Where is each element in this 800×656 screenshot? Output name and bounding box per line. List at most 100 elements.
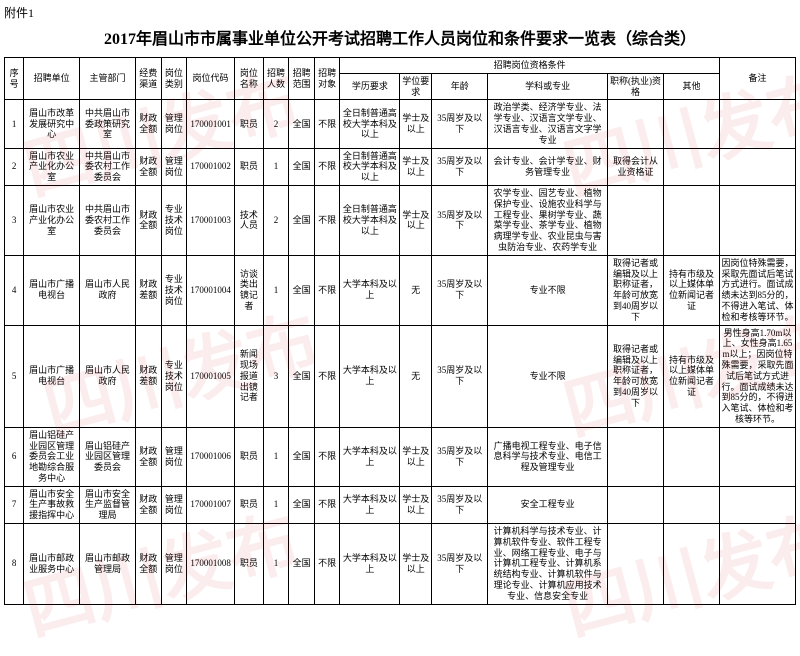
cell-cert — [608, 524, 664, 605]
cell-seq: 2 — [5, 148, 24, 185]
cell-seq: 8 — [5, 524, 24, 605]
cell-edu: 全日制普通高校大学本科及以上 — [340, 185, 400, 255]
cell-count: 1 — [263, 148, 289, 185]
col-major: 学科或专业 — [488, 73, 608, 100]
cell-fund: 财政全额 — [136, 427, 162, 486]
cell-postname: 职员 — [235, 100, 264, 148]
cell-code: 170001007 — [187, 486, 235, 523]
cell-postname: 访谈类出镜记者 — [235, 255, 264, 325]
cell-major: 计算机科学与技术专业、计算机软件专业、软件工程专业、网络工程专业、电子与计算机工… — [488, 524, 608, 605]
cell-remark — [719, 100, 795, 148]
cell-cert: 取得记者或编辑及以上职称证者，年龄可放宽到40周岁以下 — [608, 325, 664, 427]
cell-other — [663, 100, 719, 148]
cell-remark: 男性身高1.70m以上、女性身高1.65m以上；因岗位特殊需要，采取先面试后笔试… — [719, 325, 795, 427]
cell-postcat: 专业技术岗位 — [161, 325, 187, 427]
col-postname: 岗位名称 — [235, 58, 264, 100]
cell-cert: 取得记者或编辑及以上职称证者，年龄可放宽到40周岁以下 — [608, 255, 664, 325]
cell-postname: 职员 — [235, 486, 264, 523]
jobs-table: 序号 招聘单位 主管部门 经费渠道 岗位类别 岗位代码 岗位名称 招聘人数 招聘… — [4, 57, 796, 605]
cell-code: 170001005 — [187, 325, 235, 427]
cell-major: 安全工程专业 — [488, 486, 608, 523]
cell-seq: 7 — [5, 486, 24, 523]
cell-edu: 大学本科及以上 — [340, 486, 400, 523]
cell-remark — [719, 486, 795, 523]
cell-other — [663, 524, 719, 605]
cell-dept: 眉山市人民政府 — [80, 325, 136, 427]
cell-degree: 学士及以上 — [400, 148, 432, 185]
cell-fund: 财政差额 — [136, 325, 162, 427]
cell-major: 专业不限 — [488, 255, 608, 325]
cell-scope: 全国 — [289, 185, 315, 255]
cell-seq: 3 — [5, 185, 24, 255]
cell-dept: 中共眉山市委农村工作委员会 — [80, 148, 136, 185]
table-row: 5眉山市广播电视台眉山市人民政府财政差额专业技术岗位170001005新闻现场报… — [5, 325, 796, 427]
table-row: 7眉山市安全生产事故救援指挥中心眉山市安全生产监督管理局财政全额管理岗位1700… — [5, 486, 796, 523]
table-row: 8眉山市邮政业服务中心眉山市邮政管理局财政全额管理岗位170001008职员1全… — [5, 524, 796, 605]
cell-target: 不限 — [314, 427, 340, 486]
col-count: 招聘人数 — [263, 58, 289, 100]
cell-postname: 职员 — [235, 524, 264, 605]
col-postcode: 岗位代码 — [187, 58, 235, 100]
cell-fund: 财政全额 — [136, 524, 162, 605]
table-row: 4眉山市广播电视台眉山市人民政府财政差额专业技术岗位170001004访谈类出镜… — [5, 255, 796, 325]
col-seq: 序号 — [5, 58, 24, 100]
cell-postcat: 管理岗位 — [161, 524, 187, 605]
cell-postcat: 管理岗位 — [161, 148, 187, 185]
cell-cert — [608, 486, 664, 523]
cell-remark — [719, 524, 795, 605]
cell-code: 170001006 — [187, 427, 235, 486]
cell-count: 3 — [263, 325, 289, 427]
cell-age: 35周岁及以下 — [432, 486, 488, 523]
cell-degree: 学士及以上 — [400, 185, 432, 255]
col-target: 招聘对象 — [314, 58, 340, 100]
col-postcat: 岗位类别 — [161, 58, 187, 100]
cell-scope: 全国 — [289, 255, 315, 325]
col-qualgroup: 招聘岗位资格条件 — [340, 58, 719, 74]
cell-postname: 技术人员 — [235, 185, 264, 255]
cell-dept: 中共眉山市委政策研究室 — [80, 100, 136, 148]
cell-edu: 全日制普通高校大学本科及以上 — [340, 148, 400, 185]
cell-age: 35周岁及以下 — [432, 148, 488, 185]
col-remark: 备注 — [719, 58, 795, 100]
cell-postname: 职员 — [235, 148, 264, 185]
cell-postcat: 管理岗位 — [161, 427, 187, 486]
cell-target: 不限 — [314, 325, 340, 427]
table-header-row: 序号 招聘单位 主管部门 经费渠道 岗位类别 岗位代码 岗位名称 招聘人数 招聘… — [5, 58, 796, 74]
cell-seq: 5 — [5, 325, 24, 427]
attachment-label: 附件1 — [4, 4, 796, 21]
cell-age: 35周岁及以下 — [432, 427, 488, 486]
cell-dept: 中共眉山市委农村工作委员会 — [80, 185, 136, 255]
cell-dept: 眉山市人民政府 — [80, 255, 136, 325]
cell-edu: 大学本科及以上 — [340, 427, 400, 486]
cell-other — [663, 185, 719, 255]
col-edu: 学历要求 — [340, 73, 400, 100]
cell-scope: 全国 — [289, 524, 315, 605]
col-fund: 经费渠道 — [136, 58, 162, 100]
table-row: 1眉山市改革发展研究中心中共眉山市委政策研究室财政全额管理岗位170001001… — [5, 100, 796, 148]
cell-fund: 财政全额 — [136, 148, 162, 185]
cell-major: 专业不限 — [488, 325, 608, 427]
cell-degree: 无 — [400, 255, 432, 325]
cell-target: 不限 — [314, 148, 340, 185]
col-age: 年龄 — [432, 73, 488, 100]
cell-target: 不限 — [314, 486, 340, 523]
cell-target: 不限 — [314, 524, 340, 605]
cell-code: 170001003 — [187, 185, 235, 255]
col-degree: 学位要求 — [400, 73, 432, 100]
cell-major: 政治学类、经济学专业、法学专业、汉语言文学专业、汉语言专业、汉语言文字学专业 — [488, 100, 608, 148]
cell-age: 35周岁及以下 — [432, 325, 488, 427]
cell-unit: 眉山市邮政业服务中心 — [24, 524, 80, 605]
cell-remark — [719, 427, 795, 486]
cell-dept: 眉山铝硅产业园区管理委员会 — [80, 427, 136, 486]
cell-cert — [608, 100, 664, 148]
cell-degree: 学士及以上 — [400, 427, 432, 486]
cell-degree: 无 — [400, 325, 432, 427]
cell-scope: 全国 — [289, 148, 315, 185]
cell-degree: 学士及以上 — [400, 524, 432, 605]
cell-scope: 全国 — [289, 427, 315, 486]
col-unit: 招聘单位 — [24, 58, 80, 100]
cell-code: 170001004 — [187, 255, 235, 325]
cell-target: 不限 — [314, 185, 340, 255]
cell-unit: 眉山市安全生产事故救援指挥中心 — [24, 486, 80, 523]
cell-unit: 眉山市广播电视台 — [24, 255, 80, 325]
